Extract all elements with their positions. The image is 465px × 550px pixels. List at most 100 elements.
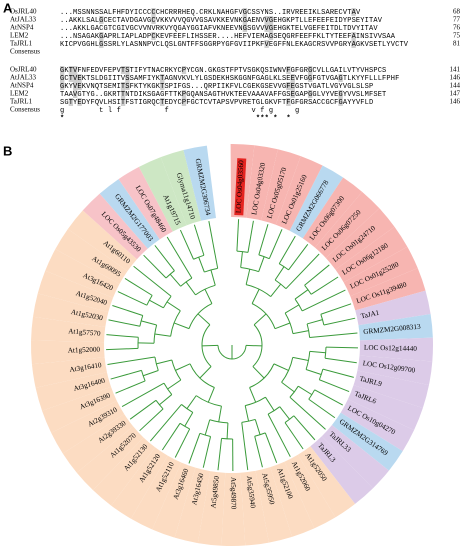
branch (129, 399, 157, 420)
branch (289, 385, 299, 398)
branch (308, 389, 316, 400)
branch (264, 432, 278, 463)
conservation-shade (73, 82, 78, 90)
conservation-shade (125, 82, 130, 90)
sequence-name: TaJRL1 (10, 98, 33, 106)
conservation-shade (160, 98, 165, 106)
branch (293, 415, 316, 441)
sequence-name: LEM2 (10, 90, 29, 98)
branch (258, 254, 270, 260)
branch (121, 382, 165, 408)
branch (161, 423, 181, 451)
clade-sector (350, 268, 426, 311)
clade-sector (270, 461, 315, 537)
sequence-name: AtNSP4 (10, 82, 34, 90)
clade-sector (35, 372, 112, 411)
clade-sector (76, 426, 144, 491)
consensus-name: Consensus (10, 106, 40, 114)
conservation-shade (120, 98, 126, 106)
markers: * *** * * (60, 115, 291, 123)
leaf: At5g49850 (209, 475, 221, 508)
sequence: GCTVEKTSLDGIITVSSAMFIYKTAGNVKVLYLGSDEKHS… (60, 75, 399, 83)
branch (304, 264, 330, 286)
conservation-shade (351, 40, 356, 48)
branch (185, 281, 196, 296)
branch (154, 245, 175, 271)
branch (204, 267, 218, 273)
branch (306, 323, 311, 338)
clade-sector (246, 145, 278, 221)
conservation-shade (60, 82, 65, 90)
clade-sector (275, 156, 323, 231)
conservation-shade (73, 66, 78, 74)
branch (254, 436, 263, 468)
leaf: LOC Os04g03560 (234, 158, 247, 216)
branch (308, 398, 336, 419)
clade-sector (31, 316, 106, 343)
branch (309, 332, 358, 339)
conservation-shade (268, 16, 274, 24)
clade-sector (31, 357, 107, 388)
conservation-shade (181, 90, 187, 98)
branch (159, 394, 173, 406)
clade-sector (33, 293, 109, 327)
branch (195, 284, 216, 296)
conservation-shade (99, 16, 104, 24)
sequence-name: LEM2 (10, 32, 29, 40)
branch (173, 322, 190, 330)
branch (253, 313, 267, 326)
branch (149, 299, 164, 309)
branch (107, 356, 156, 365)
clade-sector (314, 191, 380, 258)
branch (133, 265, 172, 297)
clade-sector (62, 414, 134, 473)
branch (174, 428, 191, 458)
sequence-end: 68 (453, 8, 461, 16)
branch (199, 366, 212, 379)
branch (193, 224, 205, 256)
sequence: TAAVGTYG..GKRTTNTDIKSGAGFTTKPGQANSAGTHVK… (60, 91, 386, 99)
sequence-end: 146 (450, 98, 461, 106)
branch (265, 396, 275, 411)
branch (166, 301, 181, 312)
clade-sector (174, 467, 211, 544)
consensus: g t l f f v f g g (60, 107, 299, 115)
clade-sector (347, 385, 423, 431)
clade-sector (111, 447, 168, 519)
branch (288, 244, 309, 271)
conservation-shade (307, 66, 313, 74)
branch (281, 381, 295, 393)
conservation-shade (351, 8, 356, 16)
conservation-shade (286, 66, 291, 74)
leaf-label: TaJA1 (360, 309, 380, 321)
clade-sector (221, 472, 246, 547)
conservation-shade (160, 74, 165, 82)
sequence-end: 146 (450, 74, 461, 82)
conservation-shade (120, 66, 126, 74)
branch (207, 387, 215, 403)
clade-sector (331, 412, 403, 471)
conservation-shade (268, 24, 274, 32)
branch (292, 356, 309, 362)
branch (186, 395, 197, 409)
branch (115, 380, 146, 394)
leaf: At5g49870 (229, 477, 237, 510)
conservation-shade (151, 32, 156, 40)
branch (301, 289, 346, 312)
clade-sector (353, 370, 429, 409)
clade-sector (340, 399, 415, 452)
branch (139, 408, 164, 432)
sequence: ..AKKLSALGCECTAVDGAVGCVKKVVVQGVVGSAVKKEV… (60, 17, 383, 25)
clade-sector (138, 157, 187, 232)
conservation-shade (290, 90, 295, 98)
sequence-end: 141 (450, 66, 461, 74)
branch (106, 347, 139, 351)
branch (268, 229, 283, 259)
leaf-highlight (234, 158, 247, 216)
clade-sector (310, 436, 374, 504)
conservation-shade (120, 82, 126, 90)
branch (245, 268, 251, 285)
branch (320, 303, 352, 315)
